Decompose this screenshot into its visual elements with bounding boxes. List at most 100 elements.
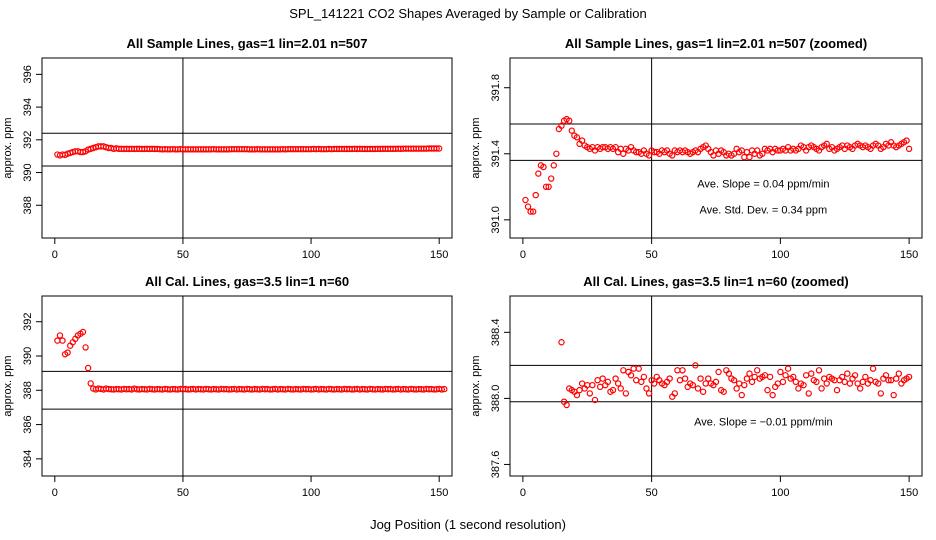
data-point bbox=[754, 367, 761, 374]
data-point bbox=[769, 391, 776, 399]
data-point bbox=[435, 145, 443, 152]
data-point bbox=[64, 349, 71, 356]
x-tick-label: 150 bbox=[900, 249, 918, 261]
data-point bbox=[578, 137, 586, 144]
data-point bbox=[754, 147, 761, 154]
data-point bbox=[746, 370, 753, 377]
data-point bbox=[614, 380, 622, 387]
data-point bbox=[532, 191, 539, 199]
panel-sample-lines-zoomed: All Sample Lines, gas=1 lin=2.01 n=507 (… bbox=[470, 36, 923, 261]
annotation-text: Ave. Slope = −0.01 ppm/min bbox=[694, 417, 833, 429]
data-point bbox=[875, 380, 882, 387]
data-point bbox=[844, 370, 851, 377]
data-point bbox=[833, 386, 841, 394]
y-tick-label: 387.6 bbox=[490, 451, 502, 479]
data-point bbox=[59, 337, 66, 344]
x-tick-label: 0 bbox=[520, 487, 526, 499]
data-point bbox=[82, 344, 89, 351]
y-tick-label: 392 bbox=[22, 313, 34, 331]
y-tick-label: 396 bbox=[22, 65, 34, 83]
data-point bbox=[545, 183, 552, 191]
y-tick-label: 390 bbox=[22, 163, 34, 181]
data-point bbox=[743, 375, 751, 382]
data-point bbox=[751, 373, 758, 381]
x-tick-label: 0 bbox=[520, 249, 526, 261]
y-tick-label: 388.0 bbox=[490, 385, 502, 413]
data-point bbox=[738, 391, 745, 399]
data-point bbox=[712, 378, 720, 386]
data-point bbox=[54, 337, 61, 344]
data-point bbox=[676, 377, 684, 384]
data-point bbox=[895, 370, 903, 377]
x-tick-label: 100 bbox=[302, 249, 320, 261]
data-point bbox=[535, 170, 542, 177]
data-point bbox=[563, 401, 570, 409]
y-tick-label: 391.8 bbox=[490, 74, 502, 102]
y-axis-label: approx. ppm bbox=[2, 355, 14, 416]
data-point bbox=[640, 373, 648, 381]
data-point bbox=[630, 365, 637, 372]
data-point bbox=[558, 339, 565, 346]
data-point bbox=[733, 385, 740, 392]
data-point bbox=[800, 381, 807, 389]
data-point bbox=[645, 390, 653, 397]
y-tick-label: 388 bbox=[22, 381, 34, 399]
y-tick-label: 391.0 bbox=[490, 206, 502, 234]
data-point bbox=[674, 367, 681, 374]
data-point bbox=[890, 391, 897, 399]
plot-frame bbox=[41, 57, 453, 239]
panel-cal-lines-zoomed: All Cal. Lines, gas=3.5 lin=1 n=60 (zoom… bbox=[470, 274, 923, 499]
data-point bbox=[730, 377, 738, 384]
data-point bbox=[882, 372, 890, 379]
data-point bbox=[815, 367, 823, 374]
annotation-text: Ave. Slope = 0.04 ppm/min bbox=[697, 179, 829, 191]
data-point bbox=[542, 183, 550, 191]
data-point bbox=[681, 375, 689, 382]
annotation-text: Ave. Std. Dev. = 0.34 ppm bbox=[700, 205, 828, 217]
y-axis-label: approx. ppm bbox=[470, 355, 482, 416]
data-point bbox=[893, 375, 900, 382]
data-point bbox=[558, 122, 565, 129]
data-point bbox=[627, 372, 635, 379]
data-point bbox=[748, 378, 756, 386]
data-point bbox=[792, 378, 800, 386]
data-point bbox=[527, 208, 534, 215]
data-point bbox=[635, 365, 642, 372]
x-tick-label: 150 bbox=[430, 249, 448, 261]
y-tick-label: 388.4 bbox=[490, 319, 502, 347]
data-point bbox=[84, 364, 92, 372]
x-tick-label: 50 bbox=[646, 249, 658, 261]
data-point bbox=[705, 375, 712, 382]
data-point bbox=[759, 150, 766, 157]
data-point bbox=[591, 396, 599, 404]
panel-title: All Sample Lines, gas=1 lin=2.01 n=507 (… bbox=[565, 36, 867, 51]
data-point bbox=[433, 145, 440, 152]
data-point bbox=[741, 381, 748, 389]
figure-xlabel: Jog Position (1 second resolution) bbox=[370, 517, 566, 532]
data-point bbox=[777, 368, 784, 376]
data-point bbox=[441, 385, 448, 393]
data-point bbox=[643, 385, 650, 392]
data-point bbox=[805, 390, 812, 397]
y-tick-label: 394 bbox=[22, 98, 34, 116]
data-point bbox=[905, 373, 913, 381]
data-point bbox=[645, 152, 653, 159]
data-point bbox=[784, 365, 792, 372]
data-point bbox=[550, 162, 557, 169]
x-tick-label: 50 bbox=[177, 249, 189, 261]
panel-title: All Cal. Lines, gas=3.5 lin=1 n=60 bbox=[145, 274, 349, 289]
data-point bbox=[702, 380, 709, 387]
data-point bbox=[692, 362, 699, 369]
data-point bbox=[808, 370, 815, 377]
x-tick-label: 0 bbox=[52, 249, 58, 261]
data-point bbox=[87, 380, 94, 387]
panel-title: All Sample Lines, gas=1 lin=2.01 n=507 bbox=[127, 36, 368, 51]
data-point bbox=[885, 377, 892, 384]
data-point bbox=[905, 145, 913, 153]
data-point bbox=[589, 381, 596, 389]
data-point bbox=[566, 117, 573, 124]
data-point bbox=[669, 152, 676, 159]
data-point bbox=[524, 203, 532, 210]
x-tick-label: 150 bbox=[900, 487, 918, 499]
